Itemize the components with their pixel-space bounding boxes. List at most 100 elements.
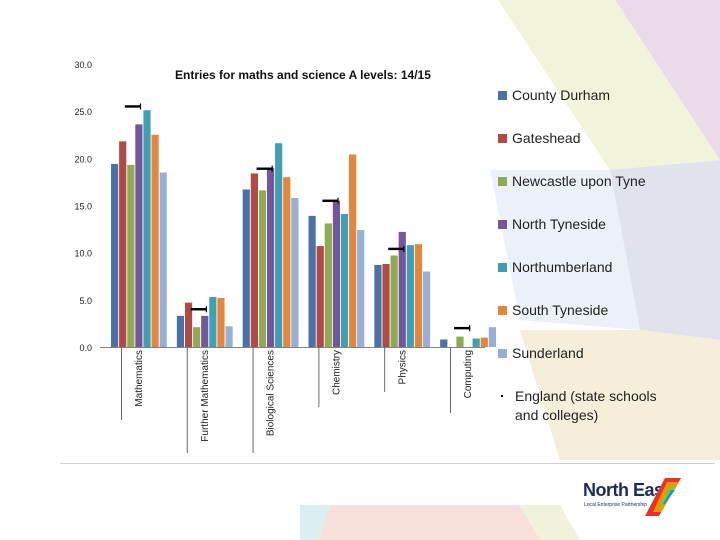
- bar-northumberland: [472, 338, 480, 347]
- legend-swatch: [498, 177, 507, 186]
- bar-gateshead: [316, 246, 324, 347]
- bar-sunderland: [159, 172, 167, 347]
- reference-marker-tick: [139, 103, 142, 110]
- legend-label: Northumberland: [512, 259, 613, 275]
- legend-swatch: [498, 263, 507, 272]
- legend-swatch: [498, 220, 507, 229]
- reference-marker-tick: [205, 306, 207, 313]
- bar-gateshead: [119, 141, 127, 347]
- legend-item: England (state schools and colleges): [498, 387, 675, 425]
- legend-item: Newcastle upon Tyne: [498, 172, 672, 191]
- reference-marker-tick: [469, 325, 471, 332]
- bar-sunderland: [357, 230, 365, 347]
- bar-sunderland: [422, 271, 431, 347]
- bar-county-durham: [242, 189, 250, 347]
- bar-county-durham: [308, 215, 316, 347]
- legend-label: County Durham: [512, 87, 611, 103]
- legend-label: Sunderland: [512, 345, 584, 361]
- bar-county-durham: [440, 339, 448, 347]
- y-tick-label: 10.0: [74, 249, 92, 259]
- bar-north-tyneside: [201, 315, 209, 347]
- bar-gateshead: [382, 263, 390, 347]
- chart-title: Entries for maths and science A levels: …: [175, 68, 431, 82]
- logo: North East Local Enterprise Partnership: [583, 476, 687, 518]
- bar-newcastle-upon-tyne: [193, 327, 201, 347]
- bar-county-durham: [176, 315, 185, 347]
- bars-group: [111, 110, 496, 348]
- legend-swatch: [498, 91, 507, 100]
- reference-markers: [124, 103, 471, 332]
- legend-label: Gateshead: [512, 130, 581, 146]
- bar-south-tyneside: [414, 244, 423, 347]
- y-tick-label: 15.0: [74, 202, 92, 212]
- bar-newcastle-upon-tyne: [390, 255, 398, 347]
- x-tick-label: Physics: [397, 350, 408, 384]
- bar-south-tyneside: [283, 177, 291, 347]
- bar-northumberland: [406, 245, 414, 347]
- legend-label: England (state schools and colleges): [515, 388, 657, 423]
- category-separator: [450, 347, 451, 413]
- y-tick-label: 30.0: [74, 60, 92, 70]
- y-axis: 0.0 5.0 10.0 15.0 20.0 25.0 30.0: [74, 60, 92, 353]
- category-separator: [318, 347, 320, 407]
- footer-divider: [60, 463, 715, 464]
- bar-county-durham: [111, 163, 119, 347]
- x-tick-label: Chemistry: [332, 350, 343, 395]
- category-separator: [252, 347, 254, 453]
- bar-north-tyneside: [135, 124, 143, 347]
- bar-newcastle-upon-tyne: [258, 190, 267, 347]
- x-axis: Mathematics Further Mathematics Biological…: [100, 347, 485, 453]
- y-tick-label: 20.0: [74, 154, 92, 164]
- bar-north-tyneside: [266, 167, 275, 347]
- reference-marker-tick: [271, 165, 273, 172]
- bar-newcastle-upon-tyne: [127, 164, 135, 347]
- bar-sunderland: [291, 197, 299, 347]
- bar-county-durham: [374, 264, 382, 347]
- bar-north-tyneside: [398, 231, 406, 347]
- legend-swatch: [498, 306, 507, 315]
- bar-newcastle-upon-tyne: [324, 223, 332, 347]
- bar-south-tyneside: [151, 134, 159, 347]
- bar-northumberland: [340, 213, 349, 347]
- reference-marker: [124, 105, 141, 108]
- bar-newcastle-upon-tyne: [456, 336, 464, 347]
- legend-item: County Durham: [498, 86, 672, 105]
- bar-south-tyneside: [480, 337, 488, 347]
- bar-north-tyneside: [332, 200, 341, 347]
- reference-marker: [388, 247, 405, 251]
- bar-gateshead: [184, 302, 193, 347]
- x-tick-label: Further Mathematics: [200, 350, 211, 442]
- logo-name: North East: [583, 480, 670, 500]
- y-tick-label: 5.0: [79, 296, 92, 306]
- legend-label: North Tyneside: [512, 216, 606, 232]
- bar-gateshead: [250, 173, 258, 347]
- reference-marker: [190, 308, 207, 311]
- bar-northumberland: [209, 297, 217, 347]
- reference-marker: [256, 167, 273, 170]
- legend-item: Northumberland: [498, 258, 672, 277]
- legend-swatch: [498, 134, 507, 143]
- x-tick-label: Mathematics: [134, 350, 145, 407]
- legend-swatch: [501, 395, 503, 397]
- bar-sunderland: [225, 326, 233, 347]
- category-separator: [186, 347, 188, 453]
- legend-item: Gateshead: [498, 129, 672, 148]
- legend-label: Newcastle upon Tyne: [512, 173, 646, 189]
- category-separator: [384, 347, 386, 392]
- reference-marker: [454, 326, 471, 330]
- legend-item: Sunderland: [498, 344, 672, 363]
- x-tick-label: Computing: [463, 350, 474, 398]
- bar-northumberland: [275, 143, 283, 347]
- x-tick-label: Biological Sciences: [266, 350, 277, 436]
- legend-item: North Tyneside: [498, 215, 672, 234]
- legend-swatch: [498, 349, 507, 358]
- bar-south-tyneside: [217, 297, 225, 347]
- category-separator: [121, 347, 122, 420]
- y-tick-label: 25.0: [74, 107, 92, 117]
- legend-item: South Tyneside: [498, 301, 672, 320]
- reference-marker-tick: [403, 245, 405, 252]
- bar-northumberland: [143, 110, 151, 348]
- bar-sunderland: [488, 327, 496, 347]
